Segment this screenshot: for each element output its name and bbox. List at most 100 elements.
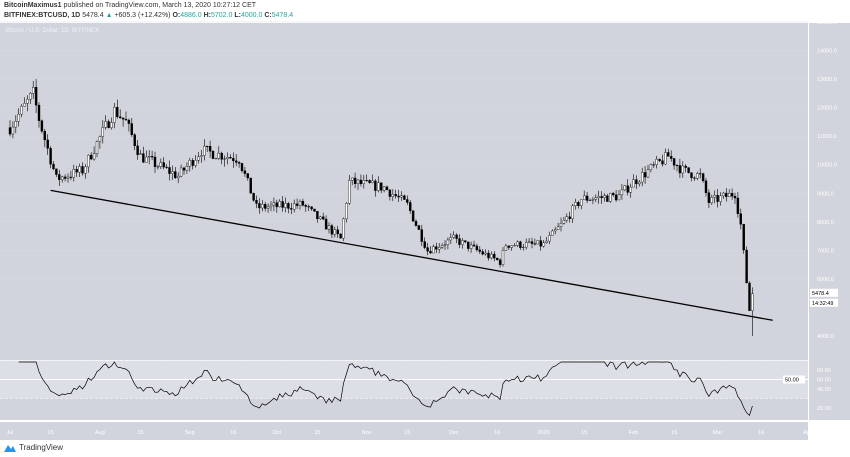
candle [252,193,255,201]
candle [159,162,163,167]
x-tick-label: 15 [404,430,410,436]
candle [377,182,380,191]
candle [574,202,577,207]
candle [130,123,134,135]
candle [597,196,600,199]
candle [345,203,348,220]
candle [464,240,467,243]
tradingview-logo-icon [4,445,16,452]
candle [55,168,58,175]
candle [467,241,470,249]
candle [652,164,655,166]
candle [632,179,635,188]
candle [200,155,203,157]
candle [504,245,508,251]
x-tick-label: 16 [494,430,500,436]
candle [397,195,400,198]
candle [351,177,354,181]
candle [63,176,67,179]
candle [649,164,653,171]
candle [382,186,386,191]
candle [165,166,168,168]
candle [614,194,618,201]
brand: TradingView [19,443,64,452]
candle [313,208,316,212]
candle [278,201,281,208]
candle [98,136,102,142]
candle [472,244,476,247]
up-arrow-icon: ▲ [105,12,113,19]
price-chart[interactable]: Bitcoin / U.S. Dollar, 1D, BITFINEX 15000… [0,0,850,440]
candle [501,250,505,265]
candle [646,169,650,178]
candle [20,105,23,115]
candle [672,158,676,166]
x-tick-label: 16 [758,430,764,436]
candle [75,169,78,173]
candle [458,238,461,245]
candle [585,195,589,201]
time-axis [0,422,808,440]
candle [261,204,264,209]
tradingview-logo[interactable]: TradingView [4,443,63,452]
candle [745,249,748,284]
candle [240,163,244,172]
candle [26,99,29,104]
candle [600,196,603,199]
candle [69,176,73,178]
candle [197,156,200,161]
candle [258,203,261,209]
candle [725,192,728,197]
change: +605.3 (+12.42%) [114,12,171,19]
candle [319,216,322,220]
candle [185,166,189,171]
candle [411,210,415,222]
price-label: 5478.4 [812,291,829,297]
x-tick-label: 15 [314,430,320,436]
candle [449,237,452,241]
candle [603,195,606,199]
candle [150,156,154,158]
candle [226,157,229,159]
candle [205,145,209,147]
candle [107,121,110,128]
candle [194,160,197,166]
x-tick-label: 15 [581,430,587,436]
candle [661,160,664,165]
candle [516,241,519,246]
candle [478,249,481,252]
candle [353,177,357,184]
candle [699,173,702,175]
candle [461,240,464,245]
candle [316,211,319,220]
candle [203,145,206,156]
candle [496,257,499,261]
candle [290,208,293,210]
candle [110,122,113,128]
candle [539,240,542,247]
candle [432,246,435,254]
candle [513,245,516,247]
y-tick-label: 7000.0 [817,248,834,254]
candle [591,199,595,201]
countdown-label: 14:32:49 [812,301,833,307]
candle [249,177,252,194]
candle [371,180,374,184]
candle [638,181,641,185]
candle [32,87,35,94]
candle [266,206,270,209]
h-label: H: [203,12,211,19]
candle [551,230,554,236]
x-tick-label: 15 [137,430,143,436]
candle [623,185,626,191]
y-tick-label: 6000.0 [817,277,834,283]
candle [493,253,496,259]
candle [733,196,737,199]
candle [359,179,363,184]
candle [188,160,192,167]
candle [643,172,647,178]
publisher[interactable]: BitcoinMaximus1 [4,2,62,9]
candle [380,182,383,191]
candle [730,192,734,197]
candle [43,130,46,141]
